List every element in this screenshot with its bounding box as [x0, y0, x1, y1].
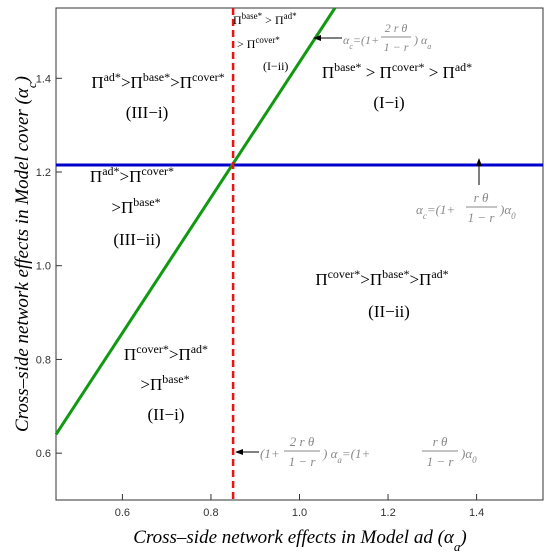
x-axis-ticks: 0.6 0.8 1.0 1.2 1.4 [115, 494, 484, 519]
svg-text:1 − r: 1 − r [289, 454, 317, 469]
svg-text:r θ: r θ [433, 434, 448, 449]
svg-text:)α0: )α0 [460, 446, 477, 465]
region-II-ii-ranking: Πcover*>Πbase*>Πad* [315, 267, 448, 289]
svg-text:αc=(1+: αc=(1+ [343, 33, 379, 51]
x-axis-title: Cross–side network effects in Model ad (… [133, 527, 466, 553]
y-tick-label: 0.8 [36, 354, 51, 366]
region-I-ii-label: (I−ii) [263, 59, 288, 73]
y-tick-label: 1.4 [36, 73, 51, 85]
y-tick-label: 1.0 [36, 261, 51, 273]
region-I-i-ranking: Πbase* > Πcover* > Πad* [322, 60, 472, 82]
region-III-ii-ranking-1: Πad*>Πcover* [90, 164, 174, 186]
region-III-i-ranking: Πad*>Πbase*>Πcover* [91, 70, 224, 92]
svg-text:1 − r: 1 − r [384, 40, 409, 54]
region-II-i-ranking-2: >Πbase* [140, 372, 189, 394]
region-II-i-ranking-1: Πcover*>Πad* [124, 342, 208, 364]
svg-text:(1+: (1+ [260, 446, 280, 461]
svg-text:r θ: r θ [474, 190, 489, 205]
svg-text:) αa: ) αa [413, 33, 431, 51]
x-tick-label: 1.0 [292, 507, 307, 519]
red-line-formula: (1+ 2 r θ 1 − r ) αa=(1+ r θ 1 − r )α0 [235, 434, 477, 469]
svg-text:)α0: )α0 [499, 202, 516, 221]
y-axis-ticks: 0.6 0.8 1.0 1.2 1.4 [36, 73, 62, 460]
svg-text:1 − r: 1 − r [468, 210, 496, 225]
svg-text:2 r θ: 2 r θ [290, 434, 315, 449]
y-axis-title: Cross–side network effects in Model cove… [12, 76, 39, 432]
blue-line-formula: αc=(1+ r θ 1 − r )α0 [416, 158, 516, 225]
green-boundary-line [54, 7, 337, 436]
region-III-i-label: (III−i) [126, 103, 169, 122]
region-II-i-label: (II−i) [148, 405, 185, 424]
region-I-i-label: (I−i) [373, 93, 404, 112]
x-tick-label: 1.4 [469, 507, 484, 519]
region-I-ii-ranking-1: Πbase* > Πad* [233, 11, 297, 27]
svg-text:) αa=(1+: ) αa=(1+ [322, 446, 370, 465]
region-III-ii-label: (III−ii) [113, 230, 160, 249]
svg-text:1 − r: 1 − r [427, 454, 455, 469]
x-tick-label: 1.2 [380, 507, 395, 519]
y-tick-label: 0.6 [36, 448, 51, 460]
region-II-ii-label: (II−ii) [368, 302, 410, 321]
green-line-formula: αc=(1+ 2 r θ 1 − r ) αa [313, 21, 431, 54]
y-tick-label: 1.2 [36, 167, 51, 179]
x-tick-label: 0.6 [115, 507, 130, 519]
region-I-ii-ranking-2: > Πcover* [237, 35, 280, 51]
region-III-ii-ranking-2: >Πbase* [111, 195, 160, 217]
svg-text:αc=(1+: αc=(1+ [416, 202, 455, 221]
svg-text:2 r θ: 2 r θ [385, 21, 408, 35]
x-tick-label: 0.8 [203, 507, 218, 519]
